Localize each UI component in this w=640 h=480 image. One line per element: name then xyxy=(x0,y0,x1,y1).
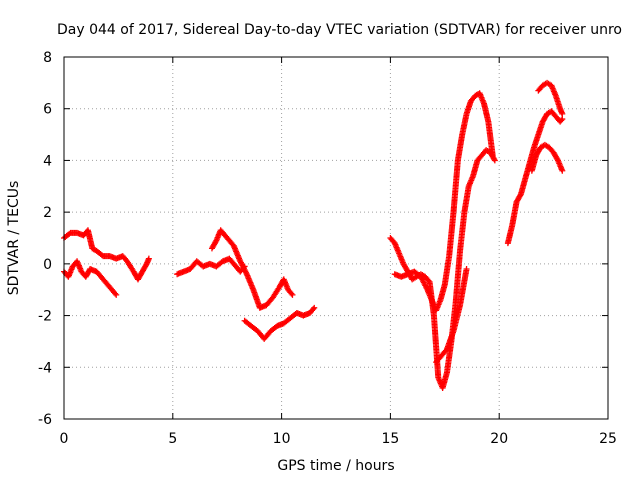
data-point xyxy=(145,255,152,262)
data-point xyxy=(311,304,318,311)
data-point xyxy=(554,156,561,163)
data-point xyxy=(113,291,120,298)
y-tick-label: -2 xyxy=(38,309,52,325)
data-point xyxy=(559,167,566,174)
y-ticks: -6 -4 -2 0 2 4 6 8 xyxy=(38,50,608,428)
y-tick-label: 4 xyxy=(43,153,52,169)
series-arc-7 xyxy=(391,90,496,314)
data-point xyxy=(425,277,432,284)
data-point xyxy=(517,192,524,199)
data-point xyxy=(489,152,496,159)
data-point xyxy=(491,157,498,164)
x-tick-label: 10 xyxy=(273,431,291,447)
data-point xyxy=(559,116,566,123)
series-arc-2 xyxy=(61,258,120,298)
series-arc-9 xyxy=(504,108,566,247)
series-arc-6 xyxy=(387,147,498,391)
series-arc-8 xyxy=(433,266,470,366)
data-point xyxy=(212,238,219,245)
series-arc-1 xyxy=(61,227,152,283)
x-tick-label: 25 xyxy=(599,431,617,447)
data-point xyxy=(310,306,317,313)
x-tick-label: 5 xyxy=(168,431,177,447)
x-tick-label: 0 xyxy=(60,431,69,447)
data-point xyxy=(559,110,566,117)
y-axis-label: SDTVAR / TECUs xyxy=(6,181,22,296)
x-tick-label: 20 xyxy=(490,431,508,447)
series-arc-10 xyxy=(528,141,566,174)
grid xyxy=(64,57,608,419)
x-axis-label: GPS time / hours xyxy=(277,458,394,474)
y-tick-label: -6 xyxy=(38,412,52,428)
data-point xyxy=(112,290,119,297)
y-tick-label: 2 xyxy=(43,205,52,221)
y-tick-label: -4 xyxy=(38,360,52,376)
data-point xyxy=(289,291,296,298)
data-point xyxy=(491,156,498,163)
data-point xyxy=(558,117,565,124)
x-tick-label: 15 xyxy=(381,431,399,447)
plot-frame xyxy=(63,56,609,420)
x-ticks: 0 5 10 15 20 25 xyxy=(60,57,617,447)
series-arc-4 xyxy=(208,227,296,311)
series-arc-3 xyxy=(174,255,248,278)
y-tick-label: 8 xyxy=(43,50,52,66)
chart-title: Day 044 of 2017, Sidereal Day-to-day VTE… xyxy=(57,22,622,38)
series-arc-5 xyxy=(241,304,318,342)
series-arc-11 xyxy=(535,79,566,117)
data-point xyxy=(288,290,295,297)
data-point xyxy=(463,266,470,273)
y-tick-label: 6 xyxy=(43,102,52,118)
y-tick-label: 0 xyxy=(43,257,52,273)
data-points xyxy=(61,79,566,391)
